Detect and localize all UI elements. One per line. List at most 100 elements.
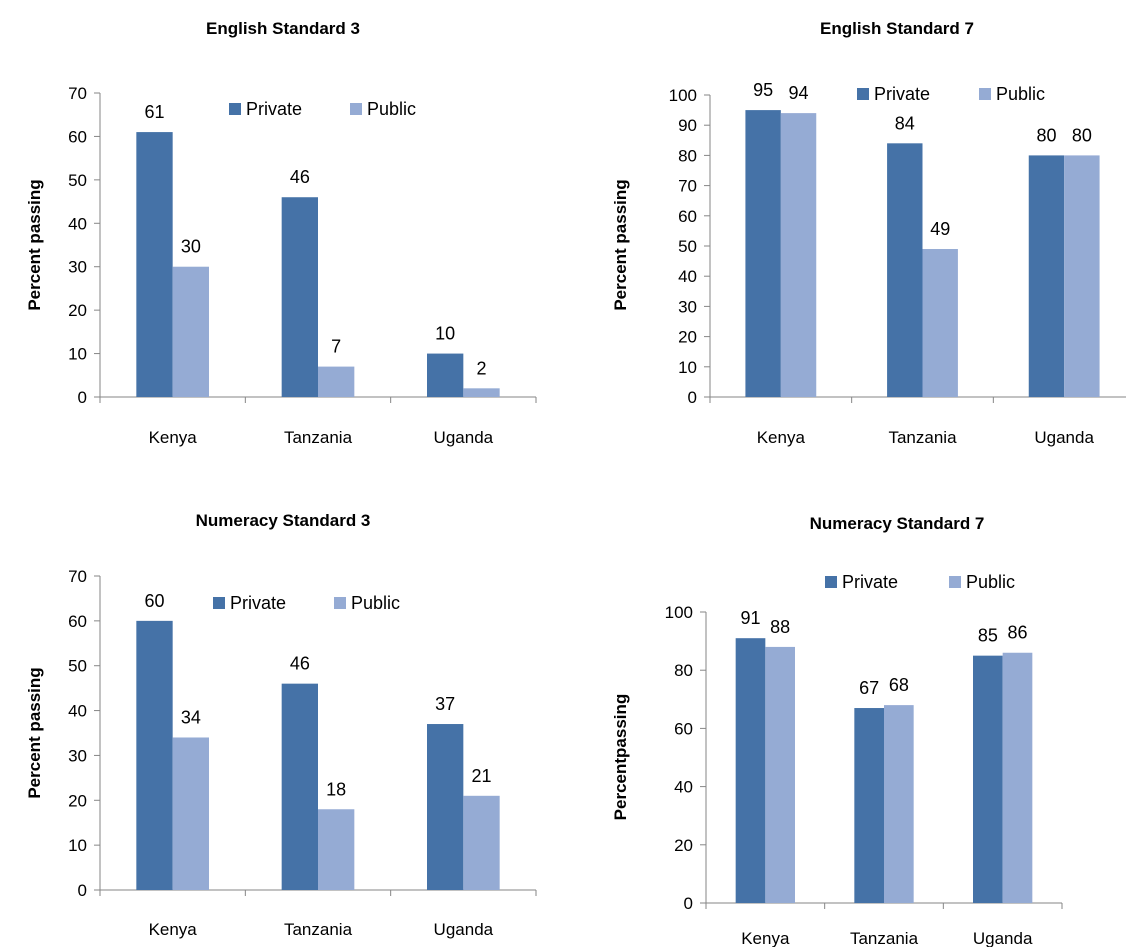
y-tick-label: 90 — [678, 116, 697, 135]
y-tick-label: 0 — [688, 388, 697, 407]
data-label: 86 — [1007, 623, 1027, 643]
y-tick-label: 30 — [68, 258, 87, 277]
y-tick-label: 80 — [674, 661, 693, 680]
bar-public-uganda — [1002, 652, 1033, 903]
y-tick-label: 0 — [684, 894, 693, 913]
legend-label-private: Private — [842, 572, 898, 592]
bar-private-tanzania — [887, 143, 923, 397]
x-category-label: Uganda — [973, 929, 1033, 947]
legend-swatch-public — [979, 88, 991, 100]
data-label: 46 — [290, 167, 310, 187]
y-tick-label: 50 — [68, 171, 87, 190]
bar-private-kenya — [735, 638, 766, 903]
y-tick-label: 40 — [68, 702, 87, 721]
legend-label-private: Private — [230, 593, 286, 613]
x-category-label: Uganda — [434, 428, 494, 447]
y-tick-label: 40 — [678, 267, 697, 286]
bar-public-kenya — [172, 266, 209, 397]
legend-label-public: Public — [351, 593, 400, 613]
data-label: 80 — [1036, 125, 1056, 145]
bar-private-uganda — [973, 655, 1003, 903]
x-category-label: Kenya — [741, 929, 790, 947]
bar-private-tanzania — [281, 197, 318, 397]
y-tick-label: 60 — [678, 207, 697, 226]
chart-title: English Standard 3 — [206, 19, 360, 38]
legend-label-public: Public — [966, 572, 1015, 592]
data-label: 49 — [930, 219, 950, 239]
data-label: 94 — [789, 83, 809, 103]
legend-swatch-private — [213, 597, 225, 609]
bar-public-uganda — [463, 388, 500, 397]
legend-swatch-private — [229, 103, 241, 115]
bar-private-kenya — [136, 620, 173, 890]
data-label: 80 — [1072, 125, 1092, 145]
data-label: 85 — [978, 626, 998, 646]
y-tick-label: 50 — [678, 237, 697, 256]
y-tick-label: 60 — [68, 612, 87, 631]
y-axis-label: Percent passing — [611, 179, 630, 310]
x-category-label: Kenya — [757, 428, 806, 447]
legend-label-private: Private — [874, 84, 930, 104]
bar-private-kenya — [745, 110, 781, 397]
legend-label-private: Private — [246, 99, 302, 119]
y-tick-label: 70 — [68, 567, 87, 586]
data-label: 34 — [181, 707, 201, 727]
x-category-label: Kenya — [149, 428, 198, 447]
bar-public-tanzania — [318, 809, 355, 890]
y-tick-label: 40 — [68, 214, 87, 233]
y-tick-label: 10 — [678, 358, 697, 377]
data-label: 46 — [290, 654, 310, 674]
y-tick-label: 60 — [68, 127, 87, 146]
chart-title: Numeracy Standard 7 — [810, 514, 985, 533]
bar-public-uganda — [1064, 155, 1100, 397]
y-axis-label: Percent passing — [25, 667, 44, 798]
y-axis-label: Percent passing — [25, 179, 44, 310]
bar-public-tanzania — [922, 249, 958, 397]
chart-3: Numeracy Standard 3 Percent passing 0 10 20 3… — [25, 511, 537, 939]
legend-swatch-public — [350, 103, 362, 115]
bar-public-kenya — [780, 113, 817, 398]
y-tick-label: 30 — [678, 297, 697, 316]
y-tick-label: 30 — [68, 746, 87, 765]
x-category-label: Tanzania — [888, 428, 957, 447]
data-label: 84 — [895, 113, 915, 133]
y-tick-label: 20 — [674, 836, 693, 855]
data-label: 37 — [435, 694, 455, 714]
legend-label-public: Public — [367, 99, 416, 119]
bar-public-uganda — [463, 795, 500, 890]
data-label: 91 — [740, 608, 760, 628]
chart-2: English Standard 7 Percent passing 0 10 20 30… — [611, 19, 1126, 447]
x-category-label: Tanzania — [850, 929, 919, 947]
y-axis-label: Percentpassing — [611, 694, 630, 821]
data-label: 88 — [770, 617, 790, 637]
data-label: 10 — [435, 324, 455, 344]
bar-private-uganda — [427, 353, 464, 397]
y-tick-label: 70 — [678, 177, 697, 196]
bar-private-uganda — [427, 724, 464, 890]
data-label: 2 — [476, 358, 486, 378]
y-tick-label: 0 — [78, 388, 87, 407]
bar-private-tanzania — [854, 708, 884, 903]
y-tick-label: 0 — [78, 881, 87, 900]
bar-private-uganda — [1028, 155, 1065, 397]
x-category-label: Uganda — [434, 920, 494, 939]
y-tick-label: 70 — [68, 84, 87, 103]
bar-public-tanzania — [884, 705, 914, 903]
y-tick-label: 100 — [669, 86, 697, 105]
data-label: 68 — [889, 675, 909, 695]
data-label: 61 — [144, 102, 164, 122]
y-tick-label: 20 — [68, 301, 87, 320]
y-tick-label: 100 — [665, 603, 693, 622]
legend-swatch-public — [949, 576, 961, 588]
chart-title: Numeracy Standard 3 — [196, 511, 371, 530]
bar-private-tanzania — [281, 683, 318, 890]
x-category-label: Kenya — [149, 920, 198, 939]
y-tick-label: 10 — [68, 345, 87, 364]
legend-label-public: Public — [996, 84, 1045, 104]
data-label: 21 — [471, 766, 491, 786]
legend-swatch-private — [825, 576, 837, 588]
data-label: 7 — [331, 337, 341, 357]
y-tick-label: 20 — [678, 328, 697, 347]
y-tick-label: 80 — [678, 146, 697, 165]
bar-private-kenya — [136, 132, 173, 398]
